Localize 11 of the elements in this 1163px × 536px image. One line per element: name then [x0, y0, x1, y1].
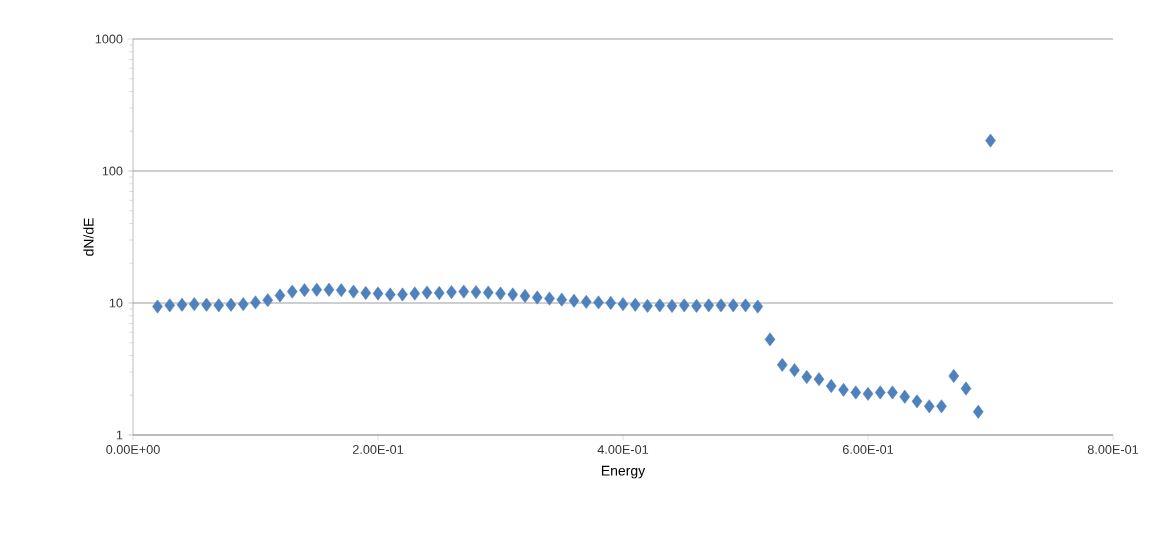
- x-tick-label: 8.00E-01: [1087, 445, 1139, 454]
- x-tick-label: 4.00E-01: [597, 445, 649, 454]
- y-tick-label: 10: [109, 298, 123, 308]
- y-tick-label: 1000: [95, 34, 123, 44]
- x-tick-label: 2.00E-01: [352, 445, 404, 454]
- x-axis-title: Energy: [601, 465, 646, 479]
- x-tick-label: 0.00E+00: [106, 445, 160, 454]
- y-tick-label: 100: [102, 166, 123, 176]
- y-axis-title: dN/dE: [83, 218, 94, 256]
- y-tick-label: 1: [116, 430, 123, 440]
- x-tick-label: 6.00E-01: [842, 445, 894, 454]
